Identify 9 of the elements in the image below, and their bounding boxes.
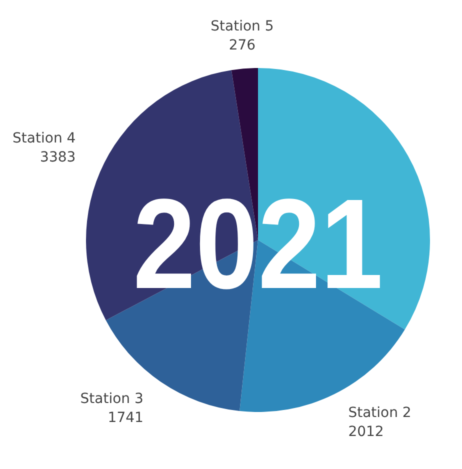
slice-label: Station 5	[210, 18, 274, 35]
slice-label: Station 3	[80, 390, 144, 407]
text: 2021	[133, 173, 418, 316]
slice-label: Station 4	[12, 130, 76, 146]
slice-label: Station 2	[348, 404, 412, 421]
data-label: 276	[228, 38, 256, 54]
data-label: 2012	[348, 424, 384, 440]
data-label: 1741	[108, 410, 144, 426]
data-label: 3383	[40, 149, 76, 166]
